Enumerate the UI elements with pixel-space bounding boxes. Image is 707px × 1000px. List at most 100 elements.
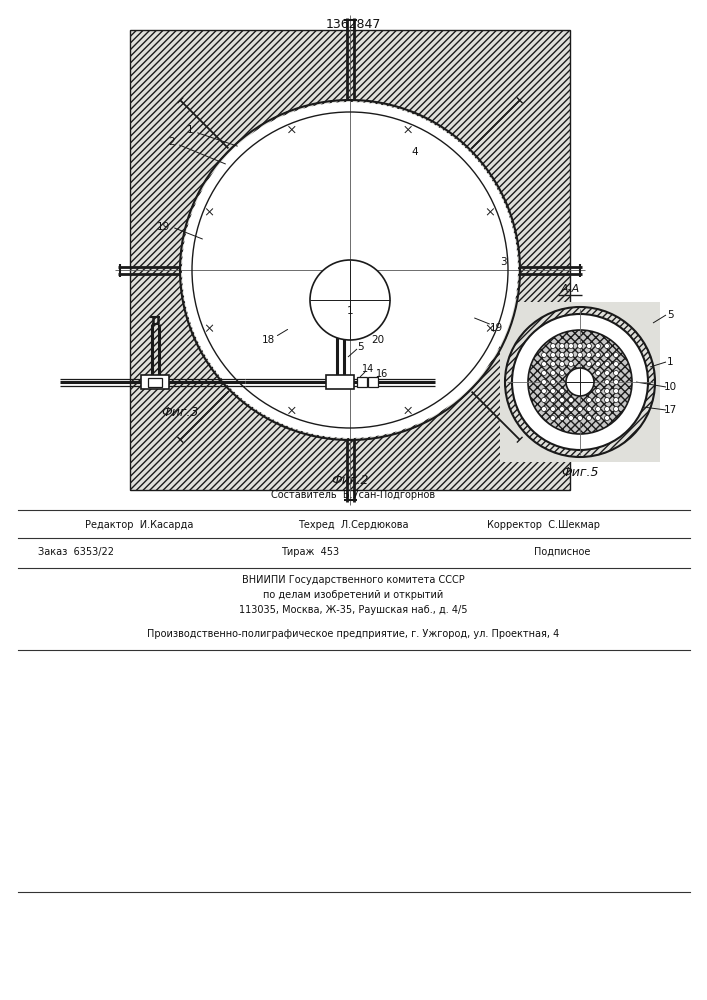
Text: 1: 1 [667,357,673,367]
Circle shape [604,344,609,349]
Circle shape [595,388,600,393]
Circle shape [604,379,609,384]
Circle shape [551,388,556,393]
Circle shape [551,353,556,358]
Circle shape [559,344,564,349]
Text: 1: 1 [187,125,193,135]
Circle shape [614,397,619,402]
Text: Заказ  6353/22: Заказ 6353/22 [38,547,114,557]
Text: 3: 3 [500,257,506,267]
Circle shape [512,314,648,450]
Text: 19: 19 [489,323,503,333]
Circle shape [542,361,547,366]
Circle shape [604,370,609,375]
Circle shape [614,361,619,366]
Text: 1: 1 [346,306,354,316]
Circle shape [614,353,619,358]
Text: Техред  Л.Сердюкова: Техред Л.Сердюкова [298,520,408,530]
Bar [326,375,354,389]
Circle shape [566,368,594,396]
Text: 16: 16 [376,369,388,379]
Text: Тираж  453: Тираж 453 [281,547,339,557]
Circle shape [587,416,592,420]
Circle shape [587,406,592,412]
Circle shape [604,406,609,412]
Circle shape [542,388,547,393]
Circle shape [505,307,655,457]
Bar [148,377,162,386]
Bar [368,377,378,387]
Circle shape [604,388,609,393]
Circle shape [578,353,583,358]
Circle shape [542,379,547,384]
Circle shape [578,416,583,420]
Circle shape [604,416,609,420]
Circle shape [542,353,547,358]
Circle shape [182,102,518,438]
Circle shape [310,260,390,340]
Circle shape [559,416,564,420]
Circle shape [542,406,547,412]
Text: 17: 17 [663,405,677,415]
Text: Фиг.3: Фиг.3 [161,406,199,418]
Circle shape [595,397,600,402]
Circle shape [559,361,564,366]
Circle shape [551,344,556,349]
Circle shape [559,397,564,402]
Circle shape [559,370,564,375]
Circle shape [578,344,583,349]
Text: 5: 5 [667,310,673,320]
Circle shape [595,416,600,420]
Text: ВНИИПИ Государственного комитета СССР: ВНИИПИ Государственного комитета СССР [242,575,464,585]
Circle shape [568,406,573,412]
Circle shape [551,379,556,384]
Text: Фиг.2: Фиг.2 [332,474,369,487]
Text: 10: 10 [663,382,677,392]
Circle shape [587,353,592,358]
Circle shape [528,330,632,434]
Circle shape [559,353,564,358]
Circle shape [559,388,564,393]
Circle shape [568,353,573,358]
Circle shape [614,379,619,384]
Circle shape [595,370,600,375]
Text: 4: 4 [411,147,419,157]
Bar [141,375,169,389]
Circle shape [542,397,547,402]
Circle shape [595,344,600,349]
Bar [130,30,570,490]
Circle shape [587,344,592,349]
Text: 18: 18 [262,335,274,345]
Text: 19: 19 [156,222,170,232]
Text: 5: 5 [357,342,363,352]
Text: 1362847: 1362847 [325,18,380,31]
Circle shape [551,416,556,420]
Text: Редактор  И.Касарда: Редактор И.Касарда [85,520,194,530]
Text: 2: 2 [169,137,175,147]
Circle shape [568,344,573,349]
Text: по делам изобретений и открытий: по делам изобретений и открытий [263,590,443,600]
Circle shape [542,370,547,375]
Circle shape [568,416,573,420]
Text: Подписное: Подписное [534,547,590,557]
Circle shape [568,361,573,366]
Text: 20: 20 [371,335,385,345]
Text: Корректор  С.Шекмар: Корректор С.Шекмар [487,520,600,530]
Circle shape [614,370,619,375]
Bar [357,377,367,387]
Circle shape [604,361,609,366]
Circle shape [587,361,592,366]
Circle shape [587,397,592,402]
Circle shape [614,406,619,412]
Circle shape [604,397,609,402]
Text: Производственно-полиграфическое предприятие, г. Ужгород, ул. Проектная, 4: Производственно-полиграфическое предприя… [147,629,559,639]
Circle shape [568,397,573,402]
Circle shape [595,361,600,366]
Text: 113035, Москва, Ж-35, Раушская наб., д. 4/5: 113035, Москва, Ж-35, Раушская наб., д. … [239,605,467,615]
Circle shape [578,406,583,412]
Text: 14: 14 [362,364,374,374]
Circle shape [551,370,556,375]
Bar [500,302,660,462]
Circle shape [604,353,609,358]
Circle shape [595,353,600,358]
